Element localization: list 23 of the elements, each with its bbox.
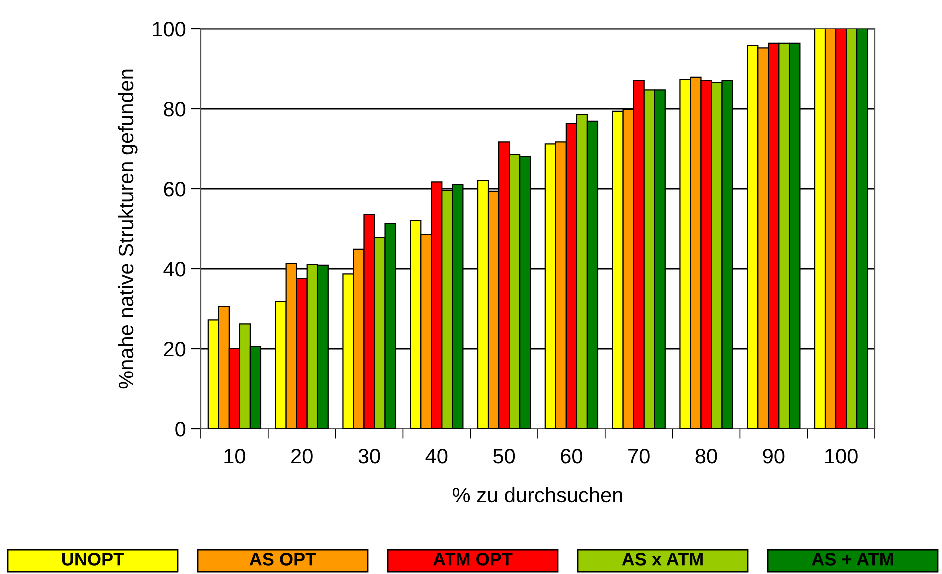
x-tick-label: 70: [628, 448, 650, 464]
x-tick-label: 40: [426, 448, 448, 464]
x-tick-label: 60: [561, 448, 582, 464]
x-tick-label: 20: [292, 448, 313, 464]
y-tick-label: 20: [164, 342, 186, 357]
text: AS x ATM: [622, 553, 703, 566]
x-tick-label: 90: [763, 448, 785, 464]
y-tick-label: 40: [164, 262, 186, 277]
x-tick-label: 100: [826, 448, 858, 464]
text: AS OPT: [250, 553, 316, 566]
text: AS + ATM: [812, 553, 894, 566]
text: UNOPT: [62, 553, 124, 566]
x-tick-label: 30: [358, 448, 380, 464]
y-tick-label: 100: [153, 22, 186, 37]
x-tick-label: 50: [494, 448, 516, 464]
y-tick-label: 80: [164, 102, 186, 117]
y-axis-title: %nahe native Strukturen gefunden: [118, 70, 138, 389]
x-axis-title: % zu durchsuchen: [453, 487, 622, 503]
text: ATM OPT: [433, 553, 513, 566]
y-tick-label: 60: [164, 182, 186, 197]
x-tick-label: 80: [696, 448, 718, 464]
x-tick-label: 10: [224, 448, 246, 464]
y-tick-label: 0: [176, 422, 186, 437]
